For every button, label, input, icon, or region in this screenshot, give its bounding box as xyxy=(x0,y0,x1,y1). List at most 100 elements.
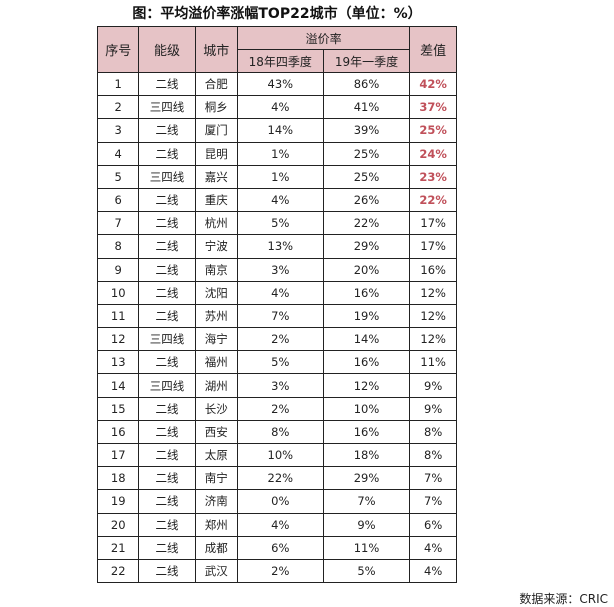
cell-city: 太原 xyxy=(194,442,238,468)
cell-q4-2018: 7% xyxy=(236,303,324,329)
cell-index: 15 xyxy=(96,396,140,421)
cell-q4-2018: 8% xyxy=(236,419,324,445)
cell-index: 10 xyxy=(96,280,140,305)
cell-q1-2019: 26% xyxy=(322,187,411,213)
cell-q4-2018: 4% xyxy=(236,280,324,305)
cell-tier: 三四线 xyxy=(138,327,196,352)
cell-index: 5 xyxy=(96,164,140,189)
table-row: 13 二线 福州 5% 16% 11% xyxy=(96,350,457,375)
cell-index: 3 xyxy=(96,118,140,143)
cell-diff: 11% xyxy=(409,350,457,375)
table-row: 1 二线 合肥 43% 86% 42% xyxy=(96,71,457,97)
table-row: 7 二线 杭州 5% 22% 17% xyxy=(96,211,457,236)
cell-index: 13 xyxy=(96,350,140,375)
cell-diff: 24% xyxy=(409,141,457,166)
table-row: 18 二线 南宁 22% 29% 7% xyxy=(96,466,457,491)
cell-tier: 二线 xyxy=(138,187,196,213)
cell-tier: 二线 xyxy=(138,303,196,329)
cell-city: 西安 xyxy=(194,419,238,445)
cell-q4-2018: 1% xyxy=(236,164,324,189)
cell-diff: 8% xyxy=(409,419,457,445)
header-q1-2019: 19年一季度 xyxy=(322,49,411,73)
cell-q4-2018: 4% xyxy=(236,512,324,537)
cell-q4-2018: 3% xyxy=(236,373,324,398)
header-q4-2018: 18年四季度 xyxy=(236,49,324,73)
cell-tier: 二线 xyxy=(138,419,196,445)
cell-q1-2019: 41% xyxy=(322,95,411,120)
cell-index: 20 xyxy=(96,512,140,537)
table-row: 15 二线 长沙 2% 10% 9% xyxy=(96,396,457,421)
cell-city: 昆明 xyxy=(194,141,238,166)
cell-index: 14 xyxy=(96,373,140,398)
cell-tier: 二线 xyxy=(138,489,196,514)
cell-q4-2018: 22% xyxy=(236,466,324,491)
cell-q4-2018: 10% xyxy=(236,442,324,468)
cell-q1-2019: 86% xyxy=(322,71,411,97)
cell-index: 21 xyxy=(96,535,140,560)
cell-index: 11 xyxy=(96,303,140,329)
header-diff: 差值 xyxy=(409,26,457,73)
cell-q4-2018: 2% xyxy=(236,558,324,584)
cell-tier: 三四线 xyxy=(138,164,196,189)
table-row: 11 二线 苏州 7% 19% 12% xyxy=(96,303,457,329)
cell-q4-2018: 4% xyxy=(236,95,324,120)
table-row: 2 三四线 桐乡 4% 41% 37% xyxy=(96,95,457,120)
cell-tier: 二线 xyxy=(138,558,196,584)
table-title: 图：平均溢价率涨幅TOP22城市（单位：%） xyxy=(132,6,422,22)
cell-q4-2018: 1% xyxy=(236,141,324,166)
cell-diff: 4% xyxy=(409,558,457,584)
table-row: 19 二线 济南 0% 7% 7% xyxy=(96,489,457,514)
header-city: 城市 xyxy=(194,26,238,73)
table-row: 6 二线 重庆 4% 26% 22% xyxy=(96,187,457,213)
cell-tier: 二线 xyxy=(138,535,196,560)
cell-diff: 7% xyxy=(409,466,457,491)
cell-city: 郑州 xyxy=(194,512,238,537)
cell-index: 2 xyxy=(96,95,140,120)
table-row: 8 二线 宁波 13% 29% 17% xyxy=(96,234,457,259)
cell-q1-2019: 19% xyxy=(322,303,411,329)
cell-city: 桐乡 xyxy=(194,95,238,120)
cell-tier: 二线 xyxy=(138,234,196,259)
cell-city: 南京 xyxy=(194,257,238,282)
cell-tier: 二线 xyxy=(138,257,196,282)
cell-diff: 7% xyxy=(409,489,457,514)
cell-index: 22 xyxy=(96,558,140,584)
cell-tier: 二线 xyxy=(138,211,196,236)
cell-diff: 12% xyxy=(409,327,457,352)
table-row: 10 二线 沈阳 4% 16% 12% xyxy=(96,280,457,305)
cell-index: 16 xyxy=(96,419,140,445)
table-row: 20 二线 郑州 4% 9% 6% xyxy=(96,512,457,537)
cell-diff: 8% xyxy=(409,442,457,468)
cell-q4-2018: 2% xyxy=(236,396,324,421)
premium-rate-table: 序号 能级 城市 溢价率 差值 18年四季度 19年一季度 1 二线 合肥 43% 86… xyxy=(96,26,457,584)
table-row: 17 二线 太原 10% 18% 8% xyxy=(96,442,457,468)
cell-tier: 二线 xyxy=(138,71,196,97)
cell-q1-2019: 7% xyxy=(322,489,411,514)
cell-tier: 二线 xyxy=(138,280,196,305)
cell-q4-2018: 2% xyxy=(236,327,324,352)
cell-diff: 12% xyxy=(409,303,457,329)
cell-index: 19 xyxy=(96,489,140,514)
cell-index: 7 xyxy=(96,211,140,236)
cell-q4-2018: 6% xyxy=(236,535,324,560)
cell-city: 厦门 xyxy=(194,118,238,143)
cell-tier: 三四线 xyxy=(138,95,196,120)
cell-index: 18 xyxy=(96,466,140,491)
cell-q1-2019: 22% xyxy=(322,211,411,236)
cell-q4-2018: 13% xyxy=(236,234,324,259)
cell-q1-2019: 5% xyxy=(322,558,411,584)
cell-city: 嘉兴 xyxy=(194,164,238,189)
cell-q1-2019: 14% xyxy=(322,327,411,352)
cell-city: 武汉 xyxy=(194,558,238,584)
cell-index: 6 xyxy=(96,187,140,213)
cell-diff: 9% xyxy=(409,396,457,421)
cell-diff: 12% xyxy=(409,280,457,305)
cell-diff: 37% xyxy=(409,95,457,120)
cell-q4-2018: 14% xyxy=(236,118,324,143)
cell-city: 苏州 xyxy=(194,303,238,329)
cell-city: 南宁 xyxy=(194,466,238,491)
cell-q1-2019: 29% xyxy=(322,234,411,259)
cell-q1-2019: 16% xyxy=(322,350,411,375)
cell-tier: 二线 xyxy=(138,466,196,491)
table-row: 4 二线 昆明 1% 25% 24% xyxy=(96,141,457,166)
